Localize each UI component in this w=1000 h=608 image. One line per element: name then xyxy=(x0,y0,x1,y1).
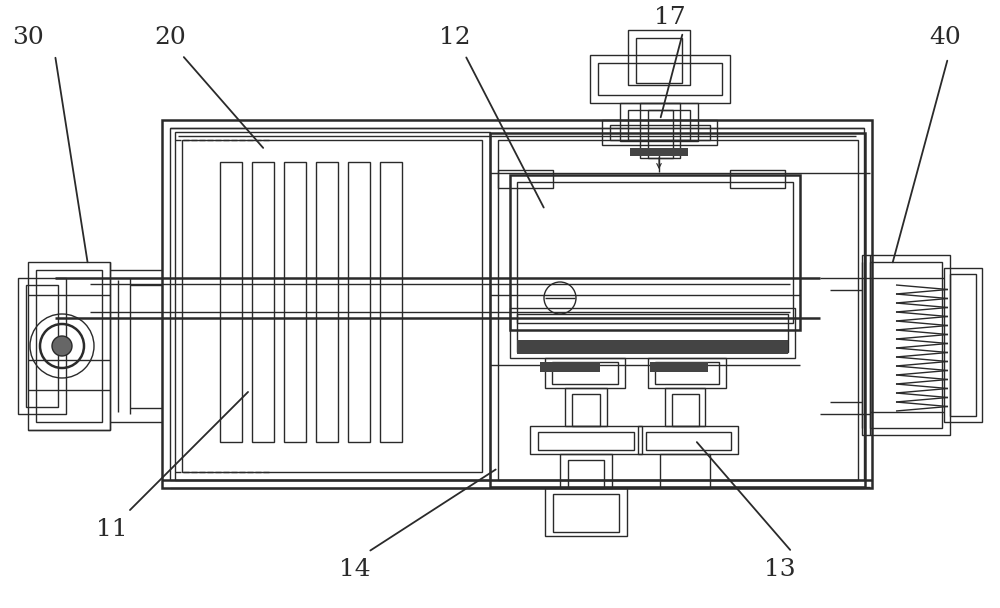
Bar xyxy=(590,55,730,103)
Bar xyxy=(18,278,66,414)
Bar xyxy=(638,426,738,454)
Bar xyxy=(628,30,690,85)
Bar xyxy=(36,270,102,422)
Bar xyxy=(568,460,604,488)
Text: 30: 30 xyxy=(12,27,44,49)
Bar xyxy=(182,140,482,472)
Text: 11: 11 xyxy=(96,519,128,542)
Bar xyxy=(628,110,690,140)
Bar xyxy=(665,388,705,426)
Bar xyxy=(162,120,872,488)
Bar xyxy=(648,358,726,388)
Bar xyxy=(545,358,625,388)
Bar xyxy=(572,394,600,426)
Circle shape xyxy=(52,336,72,356)
Bar xyxy=(348,162,370,442)
Bar xyxy=(870,262,942,428)
Text: 20: 20 xyxy=(154,27,186,49)
Bar xyxy=(175,132,490,480)
Bar xyxy=(602,120,717,145)
Bar xyxy=(660,454,710,488)
Bar xyxy=(284,162,306,442)
Bar xyxy=(220,162,242,442)
Bar xyxy=(655,362,719,384)
Bar xyxy=(672,394,699,426)
Bar xyxy=(648,110,673,158)
Bar xyxy=(510,175,800,330)
Bar xyxy=(640,103,680,158)
Bar xyxy=(538,432,634,450)
Bar xyxy=(316,162,338,442)
Bar xyxy=(862,255,950,435)
Bar xyxy=(26,285,58,407)
Bar xyxy=(553,494,619,532)
Bar xyxy=(498,140,858,480)
Text: 12: 12 xyxy=(439,27,471,49)
Text: 40: 40 xyxy=(929,27,961,49)
Bar xyxy=(530,426,642,454)
Bar xyxy=(646,432,731,450)
Text: 17: 17 xyxy=(654,7,686,30)
Bar xyxy=(650,362,708,372)
Bar xyxy=(498,170,553,188)
Bar xyxy=(517,314,788,352)
Bar xyxy=(380,162,402,442)
Bar xyxy=(944,268,982,422)
Text: 13: 13 xyxy=(764,559,796,581)
Bar xyxy=(170,128,864,480)
Bar xyxy=(730,170,785,188)
Bar xyxy=(950,274,976,416)
Bar xyxy=(565,388,607,426)
Bar xyxy=(28,262,110,430)
Bar xyxy=(610,125,710,140)
Bar xyxy=(636,38,682,83)
Bar xyxy=(540,362,600,372)
Bar xyxy=(598,63,722,95)
Bar xyxy=(545,488,627,536)
Bar xyxy=(560,454,612,488)
Bar xyxy=(490,133,865,487)
Bar xyxy=(552,362,618,384)
Text: 14: 14 xyxy=(339,559,371,581)
Bar xyxy=(517,340,788,354)
Bar xyxy=(517,182,793,323)
Bar xyxy=(510,308,795,358)
Bar xyxy=(620,103,698,141)
Bar xyxy=(630,148,688,156)
Bar xyxy=(252,162,274,442)
